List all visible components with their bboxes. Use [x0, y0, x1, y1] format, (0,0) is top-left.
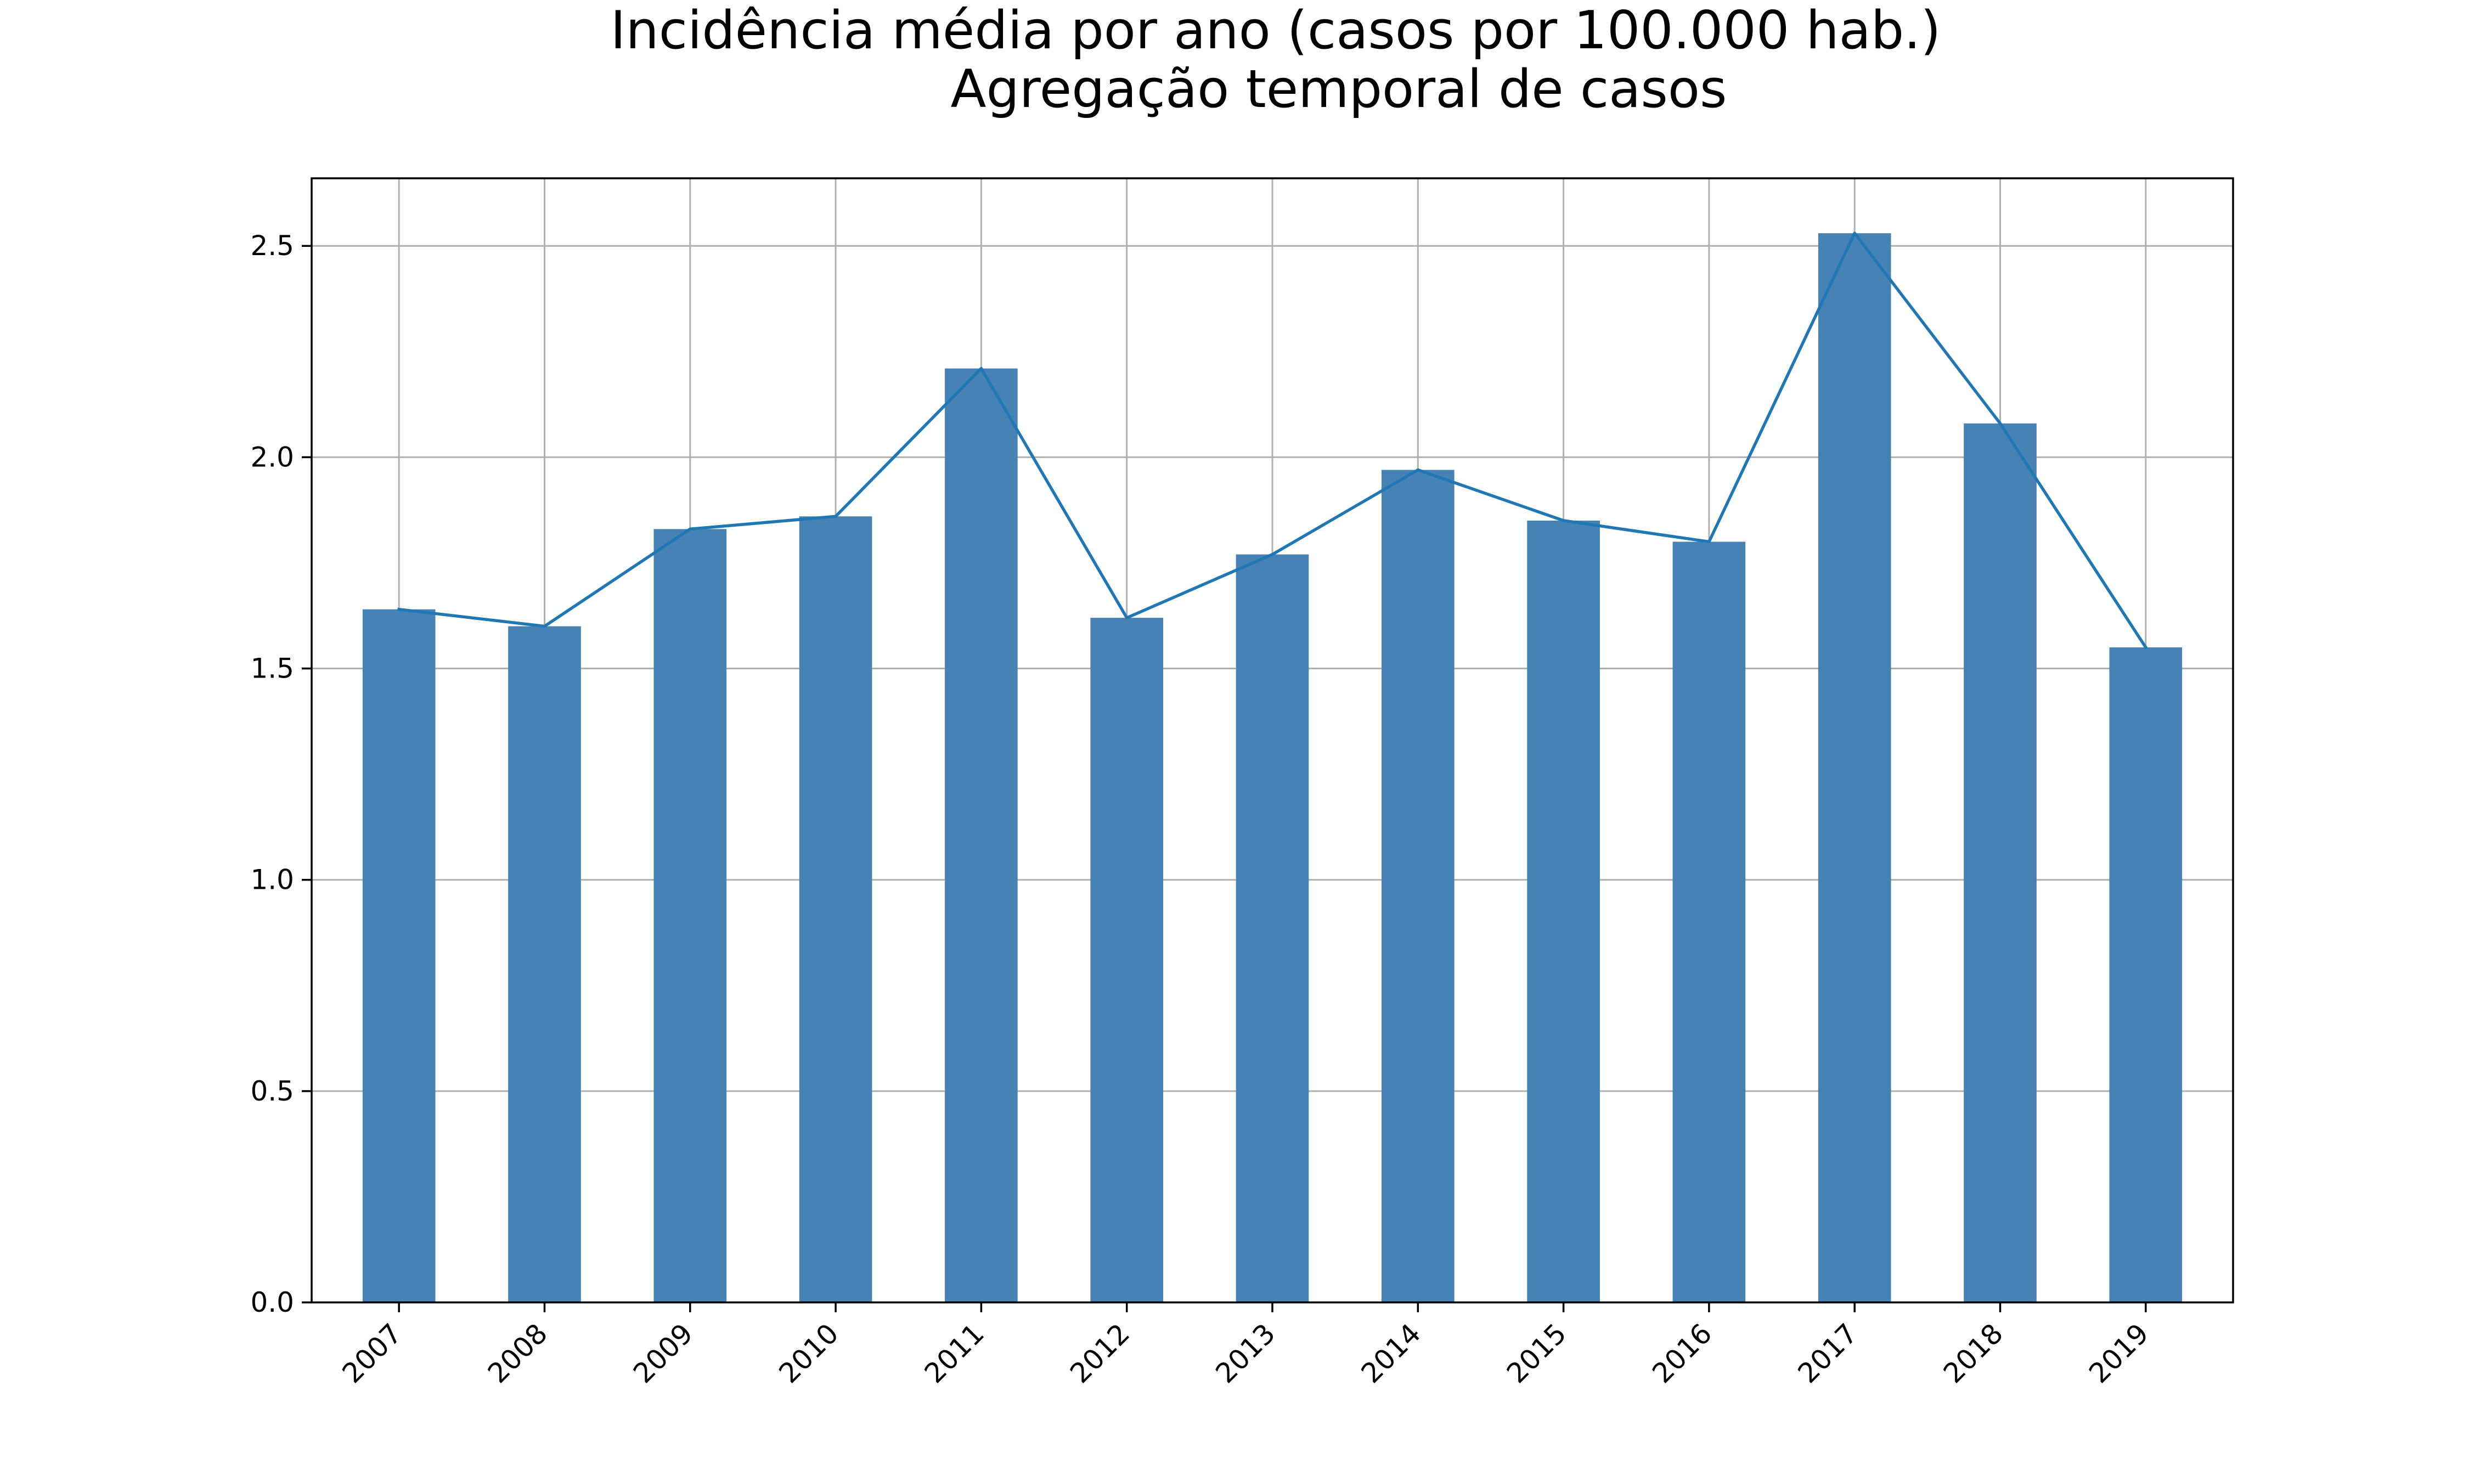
x-tick-label: 2010	[773, 1317, 845, 1389]
bar-2014	[1381, 470, 1455, 1302]
x-tick-label: 2007	[336, 1317, 408, 1389]
y-tick-label: 1.5	[250, 653, 294, 685]
y-tick-label: 0.5	[250, 1075, 294, 1107]
bar-2016	[1672, 541, 1746, 1302]
line-point-2010	[835, 516, 837, 517]
line-point-2016	[1708, 541, 1710, 543]
line-point-2011	[980, 368, 982, 369]
bar-2007	[362, 609, 436, 1302]
line-layer	[397, 232, 2148, 650]
bar-2013	[1236, 554, 1309, 1303]
bar-2019	[2109, 647, 2183, 1302]
line-point-2012	[1126, 617, 1128, 619]
bar-layer	[362, 233, 2183, 1303]
line-point-2014	[1417, 469, 1419, 471]
bar-2012	[1090, 618, 1164, 1302]
chart-title: Incidência média por ano (casos por 100.…	[611, 1, 1941, 61]
y-tick-label: 2.5	[250, 230, 294, 262]
line-point-2007	[398, 608, 400, 610]
chart-subtitle: Agregação temporal de casos	[950, 59, 1727, 120]
y-tick-label: 1.0	[250, 864, 294, 896]
bar-2017	[1818, 233, 1891, 1302]
line-point-2013	[1272, 554, 1273, 555]
x-tick-label: 2014	[1355, 1317, 1427, 1389]
y-tick-label: 0.0	[250, 1286, 294, 1318]
bar-2018	[1964, 423, 2037, 1302]
x-tick-label: 2015	[1501, 1317, 1572, 1389]
x-tick-label: 2018	[1937, 1317, 2009, 1389]
line-point-2017	[1854, 233, 1856, 234]
bar-2008	[508, 626, 581, 1302]
x-tick-label: 2019	[2083, 1317, 2155, 1389]
x-tick-label: 2009	[627, 1317, 699, 1389]
line-point-2018	[1999, 422, 2001, 424]
y-tick-label: 2.0	[250, 441, 294, 473]
line-point-2009	[689, 528, 691, 530]
x-tick-label: 2017	[1792, 1317, 1864, 1389]
line-point-2019	[2145, 647, 2146, 648]
x-tick-label: 2012	[1064, 1317, 1136, 1389]
x-tick-label: 2011	[918, 1317, 990, 1389]
x-tick-label: 2016	[1646, 1317, 1718, 1389]
line-point-2015	[1563, 520, 1564, 521]
bar-2009	[653, 529, 727, 1302]
bar-2015	[1527, 520, 1600, 1302]
x-tick-label: 2008	[482, 1317, 554, 1389]
x-tick-label: 2013	[1209, 1317, 1281, 1389]
bar-2011	[945, 368, 1018, 1303]
bar-2010	[799, 516, 872, 1302]
line-point-2008	[544, 625, 545, 627]
